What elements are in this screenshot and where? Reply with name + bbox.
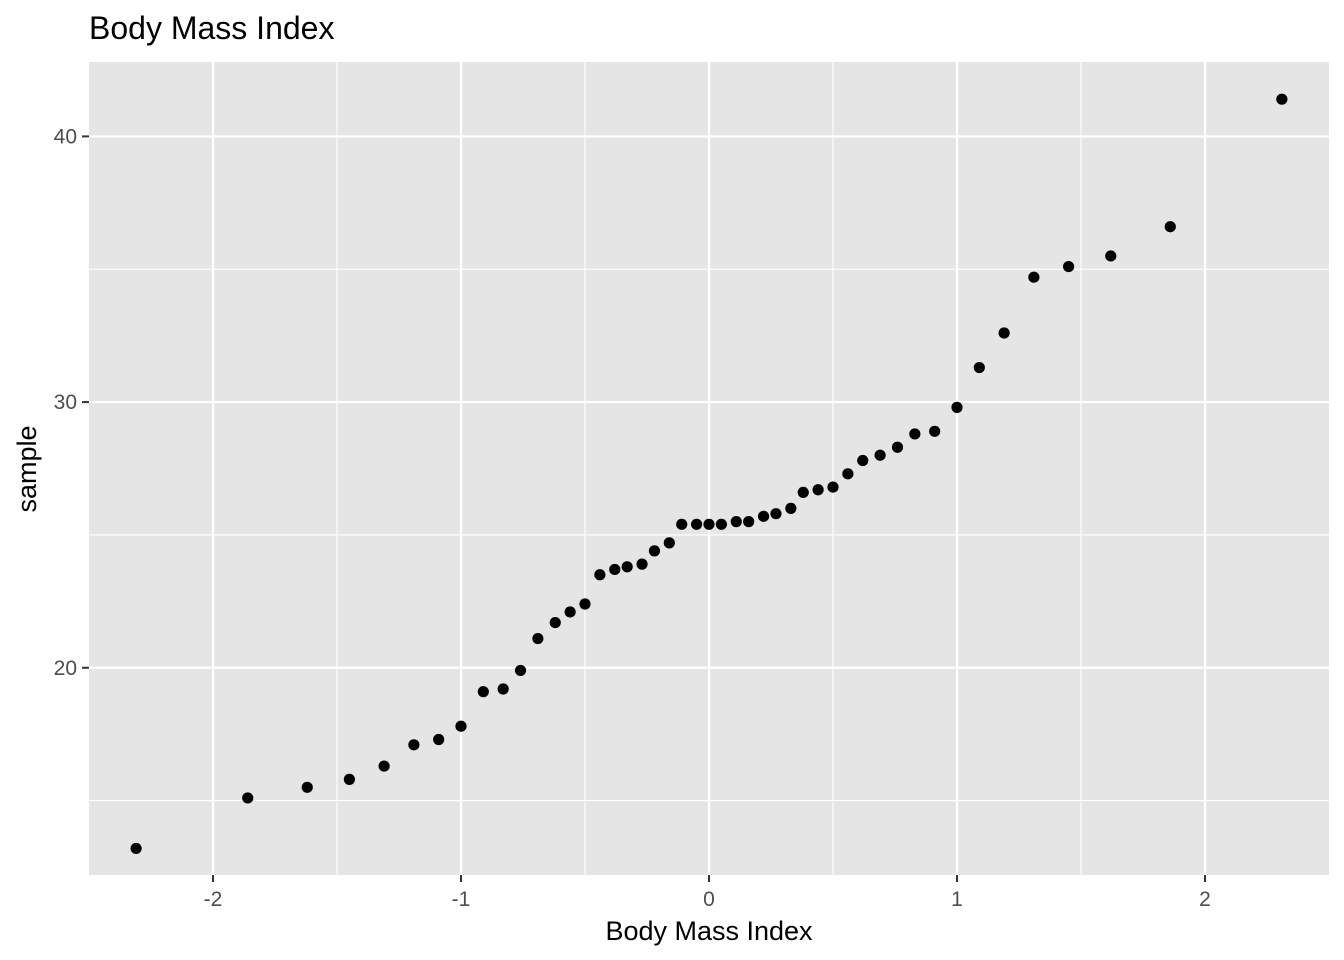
data-point (770, 508, 782, 520)
data-point (812, 484, 824, 496)
data-point (691, 518, 703, 530)
x-axis: -2 -1 0 1 2 (204, 875, 1211, 911)
data-point (827, 481, 839, 493)
data-point (455, 720, 467, 732)
y-tick-label: 30 (54, 391, 77, 414)
x-tick-label: -2 (204, 888, 223, 911)
data-point (715, 518, 728, 530)
data-point (1063, 260, 1075, 273)
data-point (874, 449, 886, 461)
data-point (797, 486, 809, 499)
x-tick-label: 0 (703, 888, 715, 911)
data-point (564, 606, 576, 618)
x-tick-label: 2 (1199, 888, 1211, 911)
data-point (857, 454, 869, 467)
data-point (594, 569, 606, 581)
data-point (676, 518, 688, 530)
data-point (730, 516, 742, 528)
chart-title: Body Mass Index (89, 10, 334, 46)
data-point (433, 733, 445, 746)
data-point (743, 516, 755, 528)
data-point (891, 441, 904, 453)
data-point (343, 773, 355, 785)
y-tick-label: 40 (54, 125, 77, 148)
data-point (549, 616, 561, 629)
data-point (929, 425, 941, 437)
data-point (621, 561, 633, 573)
x-axis-title: Body Mass Index (605, 916, 813, 946)
data-point (497, 683, 509, 695)
data-point (703, 518, 715, 530)
y-axis: 20 30 40 (54, 125, 89, 680)
data-point (408, 739, 420, 751)
y-axis-title: sample (12, 425, 42, 512)
data-point (130, 842, 142, 855)
data-point (579, 598, 591, 610)
data-point (242, 792, 254, 804)
data-point (301, 781, 313, 793)
data-point (609, 563, 621, 576)
y-tick-label: 20 (54, 657, 77, 680)
data-point (1028, 271, 1040, 283)
data-point (998, 327, 1010, 339)
data-point (973, 361, 985, 374)
data-point (842, 468, 854, 480)
data-point (1164, 221, 1176, 233)
data-point (636, 558, 648, 570)
data-point (757, 510, 770, 522)
data-point (378, 760, 390, 772)
data-point (532, 632, 544, 645)
data-point (663, 537, 675, 549)
x-tick-label: 1 (951, 888, 963, 911)
data-point (785, 502, 797, 514)
data-point (477, 686, 489, 698)
x-tick-label: -1 (452, 888, 471, 911)
major-gridlines (89, 62, 1329, 875)
data-point (951, 401, 963, 413)
data-point (514, 664, 527, 677)
data-point (1276, 93, 1288, 105)
data-point (909, 428, 921, 440)
data-point (1105, 250, 1117, 262)
data-points (130, 93, 1288, 855)
data-point (648, 545, 661, 557)
